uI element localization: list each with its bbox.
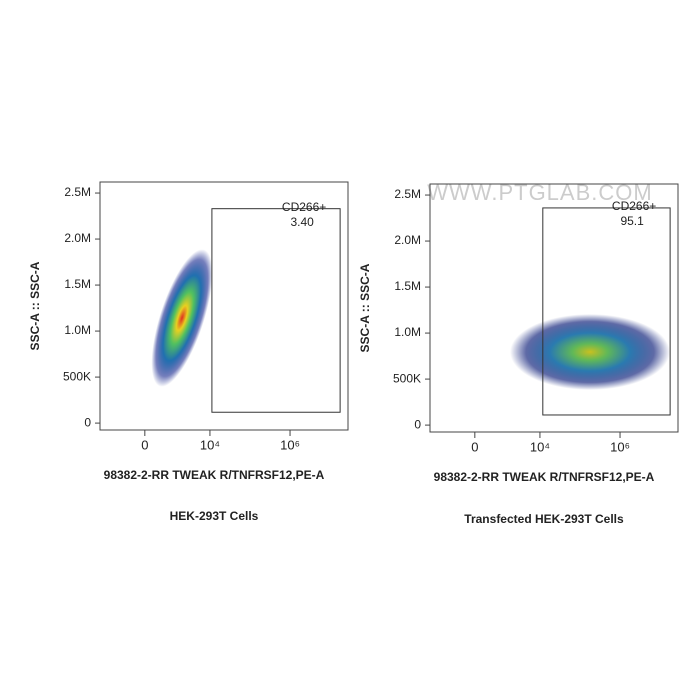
y-tick-label: 2.0M: [394, 233, 421, 247]
plot-frame: [99, 181, 349, 431]
density-cloud: [510, 314, 670, 390]
y-tick-label: 0: [84, 415, 91, 429]
y-tick-label: 1.5M: [64, 277, 91, 291]
y-tick-label: 2.5M: [64, 185, 91, 199]
y-tick-label: 1.0M: [64, 323, 91, 337]
gate-percent: 95.1: [620, 214, 644, 228]
density-cloud: [151, 249, 213, 387]
x-axis-label: 98382-2-RR TWEAK R/TNFRSF12,PE-A: [434, 470, 655, 484]
gate-name: CD266+: [282, 200, 326, 214]
y-tick-label: 0: [414, 417, 421, 431]
y-axis-label: SSC-A :: SSC-A: [28, 261, 42, 350]
caption: Transfected HEK-293T Cells: [464, 512, 624, 526]
x-axis-label: 98382-2-RR TWEAK R/TNFRSF12,PE-A: [104, 468, 325, 482]
y-tick-label: 1.5M: [394, 279, 421, 293]
x-tick-label: 10⁴: [200, 437, 220, 452]
x-tick-label: 10⁶: [610, 439, 630, 454]
x-tick-label: 0: [471, 439, 478, 454]
plot-frame: [429, 183, 679, 433]
gate-percent: 3.40: [290, 215, 314, 229]
gate-name: CD266+: [612, 199, 656, 213]
y-axis-label: SSC-A :: SSC-A: [358, 263, 372, 352]
x-tick-label: 10⁴: [530, 439, 550, 454]
y-tick-label: 2.5M: [394, 187, 421, 201]
gate: [211, 208, 341, 413]
y-tick-label: 2.0M: [64, 231, 91, 245]
y-tick-label: 500K: [393, 371, 421, 385]
caption: HEK-293T Cells: [170, 509, 259, 523]
y-tick-label: 1.0M: [394, 325, 421, 339]
gate: [542, 207, 671, 416]
x-tick-label: 0: [141, 437, 148, 452]
y-tick-label: 500K: [63, 369, 91, 383]
x-tick-label: 10⁶: [280, 437, 300, 452]
